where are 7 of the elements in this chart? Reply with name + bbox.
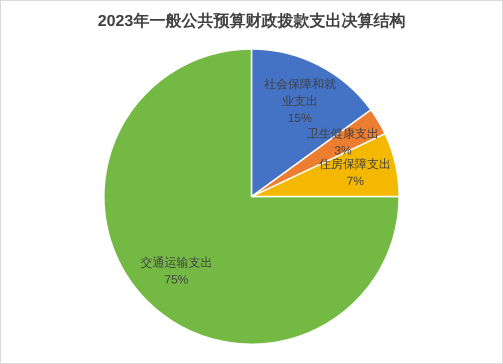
- slice-label: 交通运输支出: [140, 256, 212, 270]
- data-label: 15%: [288, 111, 312, 126]
- slice-label: 社会保障和就业支出: [264, 77, 336, 108]
- chart-title: 2023年一般公共预算财政拨款支出决算结构: [98, 12, 406, 30]
- data-label: 7%: [346, 174, 364, 188]
- data-label: 75%: [164, 272, 189, 287]
- slice-label: 卫生健康支出: [307, 126, 380, 140]
